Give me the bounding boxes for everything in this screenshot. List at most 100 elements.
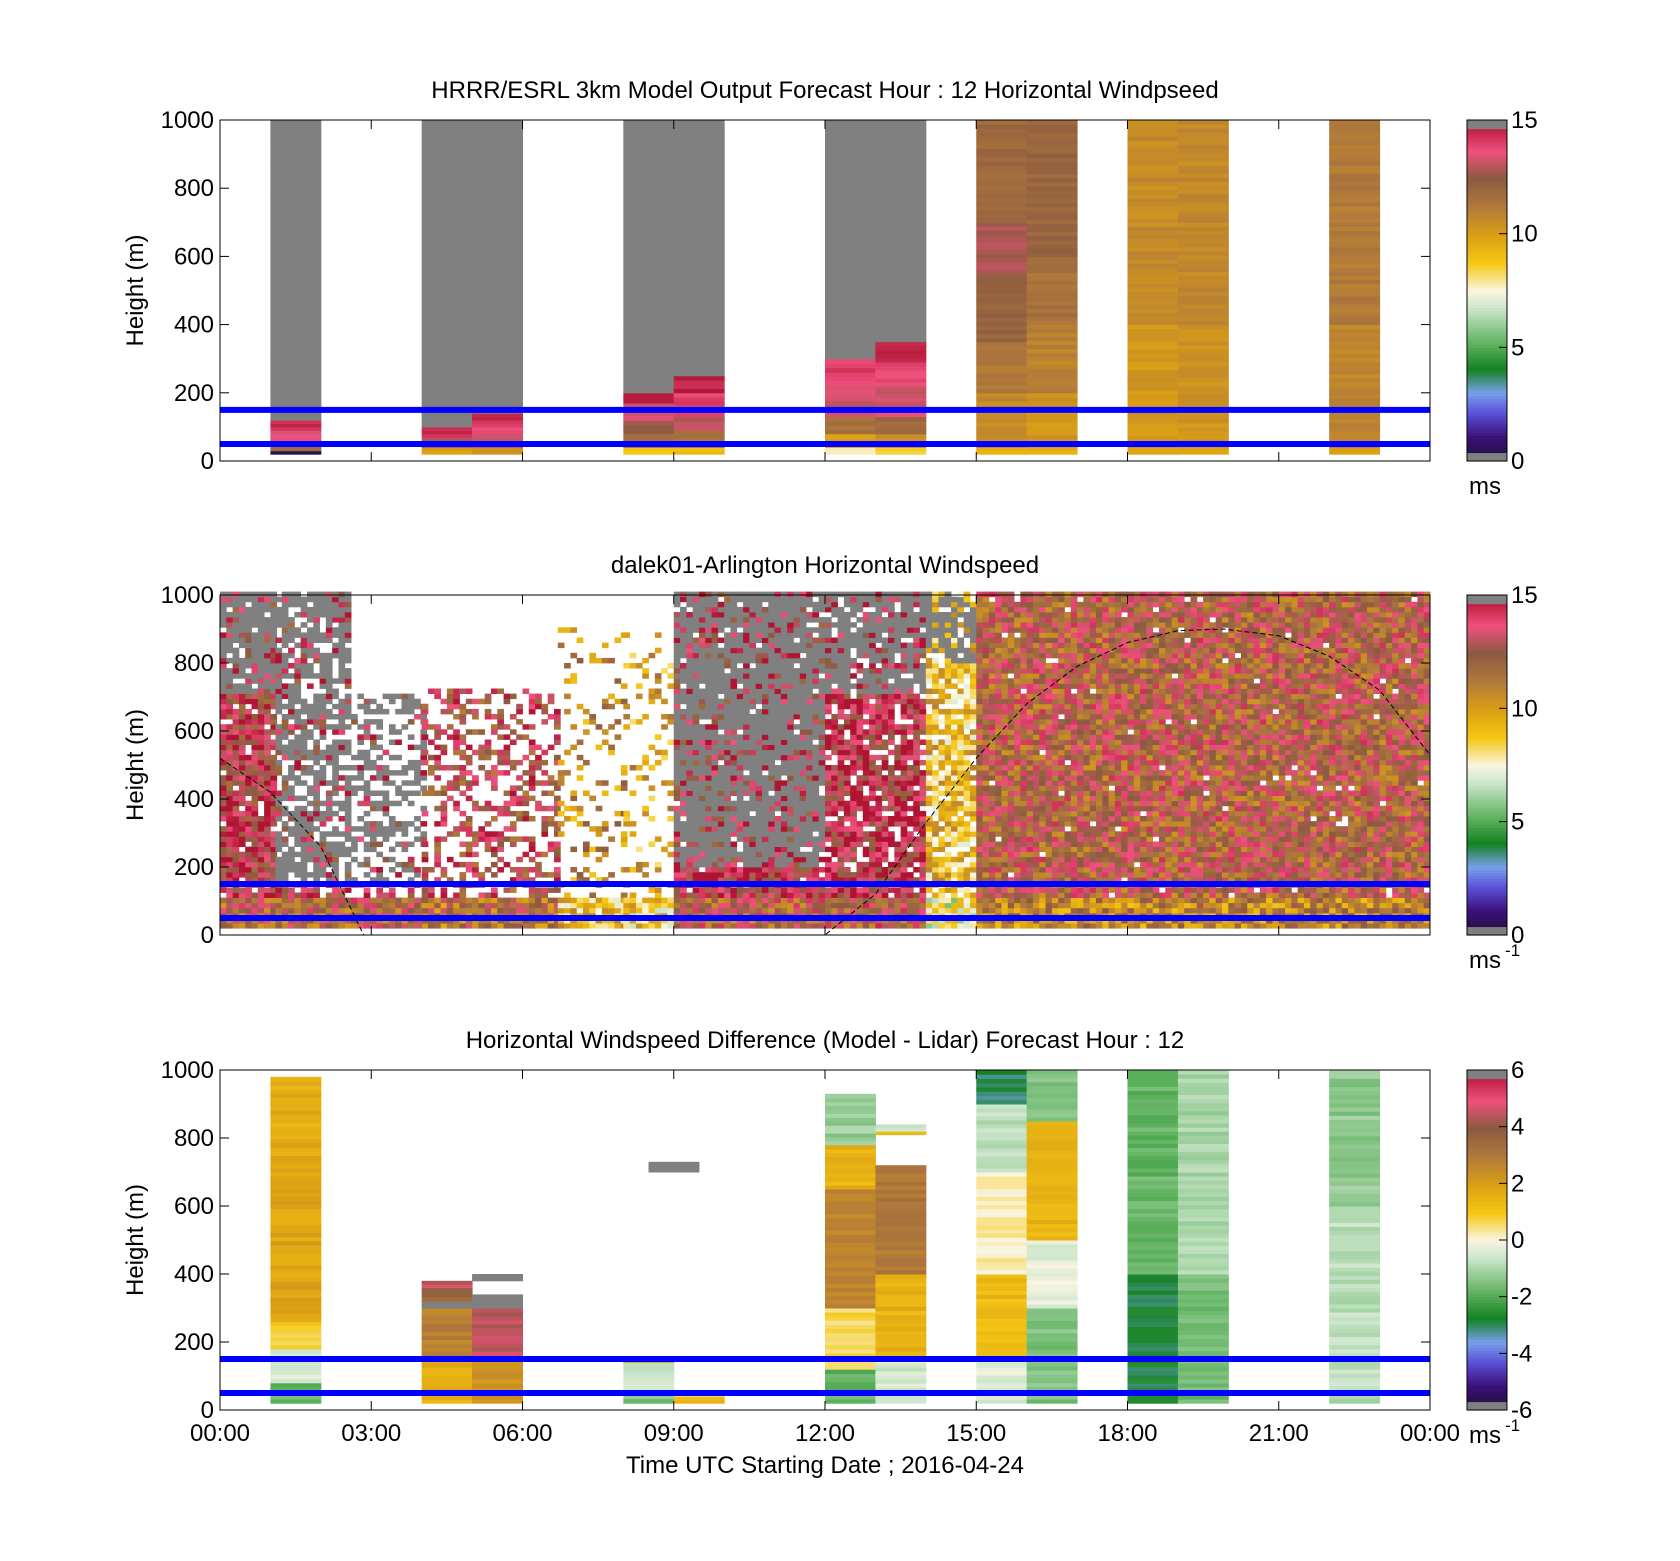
- heatmap-cell: [673, 331, 725, 336]
- heatmap-cell: [516, 923, 523, 929]
- heatmap-cell: [976, 369, 1028, 374]
- heatmap-cell: [749, 647, 757, 654]
- heatmap-cell: [288, 652, 295, 659]
- heatmap-cell: [768, 897, 775, 904]
- heatmap-cell: [875, 333, 927, 339]
- heatmap-cell: [1127, 267, 1179, 272]
- heatmap-cell: [692, 785, 700, 791]
- heatmap-cell: [1127, 450, 1179, 455]
- heatmap-cell: [288, 617, 295, 623]
- heatmap-cell: [257, 678, 265, 684]
- heatmap-cell: [226, 831, 234, 837]
- heatmap-cell: [281, 821, 289, 827]
- heatmap-cell: [232, 790, 240, 796]
- heatmap-cell: [226, 897, 234, 904]
- heatmap-cell: [680, 596, 687, 603]
- heatmap-cell: [313, 622, 320, 628]
- heatmap-cell: [472, 851, 479, 858]
- heatmap-cell: [614, 678, 622, 684]
- heatmap-cell: [1026, 332, 1078, 338]
- heatmap-cell: [780, 678, 788, 684]
- heatmap-cell: [705, 668, 712, 674]
- heatmap-cell: [680, 668, 687, 674]
- heatmap-cell: [570, 673, 578, 679]
- heatmap-cell: [325, 673, 333, 679]
- heatmap-cell: [270, 403, 322, 409]
- heatmap-cell: [793, 612, 801, 618]
- heatmap-cell: [743, 714, 750, 720]
- heatmap-cell: [730, 805, 738, 812]
- heatmap-cell: [768, 693, 775, 700]
- heatmap-cell: [711, 780, 719, 786]
- heatmap-cell: [238, 632, 246, 638]
- heatmap-cell: [774, 826, 782, 832]
- heatmap-cell: [344, 785, 352, 791]
- heatmap-cell: [595, 805, 603, 812]
- heatmap-cell: [421, 271, 473, 276]
- heatmap-cell: [623, 152, 675, 158]
- heatmap-cell: [472, 156, 523, 162]
- heatmap-cell: [654, 923, 662, 929]
- heatmap-cell: [812, 790, 820, 796]
- heatmap-cell: [743, 790, 750, 796]
- heatmap-cell: [388, 800, 396, 807]
- heatmap-cell: [351, 765, 358, 771]
- heatmap-cell: [270, 378, 322, 384]
- heatmap-cell: [825, 396, 876, 402]
- heatmap-cell: [673, 642, 681, 649]
- heatmap-cell: [541, 780, 549, 786]
- heatmap-cell: [288, 673, 295, 679]
- heatmap-cell: [601, 902, 609, 909]
- heatmap-cell: [673, 355, 725, 361]
- heatmap-cell: [270, 703, 278, 710]
- heatmap-cell: [620, 765, 628, 771]
- heatmap-cell: [673, 836, 681, 842]
- heatmap-cell: [780, 785, 788, 791]
- heatmap-cell: [357, 693, 365, 700]
- heatmap-cell: [338, 627, 346, 633]
- heatmap-cell: [749, 734, 757, 740]
- heatmap-cell: [623, 136, 675, 141]
- heatmap-cell: [313, 724, 320, 730]
- heatmap-cell: [768, 734, 775, 740]
- heatmap-cell: [793, 877, 801, 883]
- heatmap-cell: [275, 657, 283, 664]
- heatmap-cell: [711, 693, 719, 700]
- heatmap-cell: [768, 729, 775, 735]
- heatmap-cell: [376, 887, 383, 893]
- heatmap-cell: [667, 683, 675, 689]
- heatmap-cell: [232, 683, 240, 689]
- heatmap-cell: [749, 821, 757, 827]
- heatmap-cell: [220, 622, 227, 628]
- heatmap-cell: [220, 714, 227, 720]
- heatmap-cell: [300, 601, 308, 608]
- heatmap-cell: [541, 907, 549, 914]
- heatmap-cell: [421, 193, 473, 199]
- heatmap-cell: [376, 805, 383, 812]
- heatmap-cell: [736, 688, 744, 694]
- heatmap-cell: [1127, 120, 1179, 125]
- heatmap-cell: [976, 361, 1028, 366]
- heatmap-cell: [226, 698, 234, 705]
- heatmap-cell: [294, 923, 302, 929]
- heatmap-cell: [825, 243, 876, 249]
- heatmap-cell: [787, 652, 794, 659]
- heatmap-cell: [325, 657, 333, 664]
- heatmap-cell: [557, 821, 565, 827]
- heatmap-cell: [257, 749, 265, 756]
- heatmap-cell: [806, 816, 813, 822]
- heatmap-cell: [673, 266, 725, 271]
- heatmap-cell: [319, 770, 327, 776]
- heatmap-cell: [270, 668, 278, 674]
- heatmap-cell: [686, 846, 694, 853]
- heatmap-cell: [407, 821, 415, 827]
- heatmap-cell: [541, 719, 549, 725]
- heatmap-cell: [743, 775, 750, 781]
- heatmap-cell: [421, 144, 473, 150]
- heatmap-cell: [793, 770, 801, 776]
- heatmap-cell: [623, 810, 631, 817]
- heatmap-cell: [465, 754, 473, 761]
- heatmap-cell: [376, 831, 383, 837]
- heatmap-cell: [818, 805, 826, 812]
- heatmap-cell: [799, 816, 807, 822]
